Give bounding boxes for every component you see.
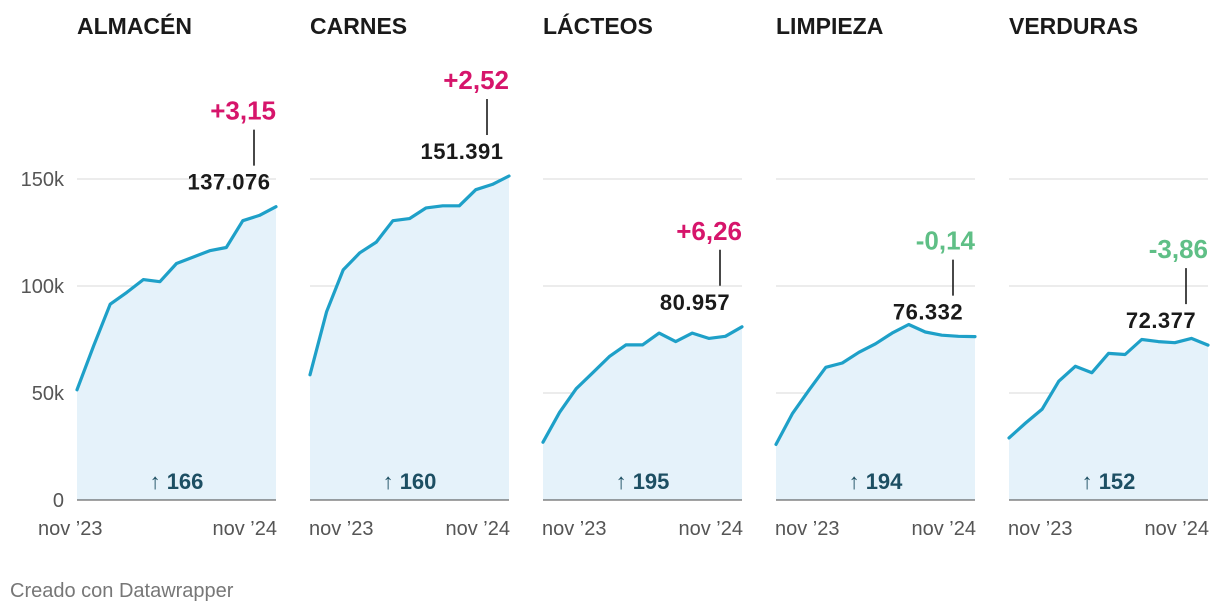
- y-tick-label: 100k: [21, 276, 65, 298]
- panel-title: VERDURAS: [1009, 13, 1138, 39]
- x-tick-label: nov ’23: [1008, 518, 1073, 540]
- increase-label: ↑ 194: [849, 469, 904, 494]
- last-value-label: 76.332: [893, 300, 963, 325]
- y-tick-label: 0: [53, 490, 64, 512]
- x-tick-label: nov ’24: [912, 518, 977, 540]
- x-tick-label: nov ’23: [309, 518, 374, 540]
- x-tick-label: nov ’23: [775, 518, 840, 540]
- y-tick-label: 50k: [32, 383, 65, 405]
- increase-label: ↑ 160: [383, 469, 437, 494]
- series-area: [77, 206, 276, 500]
- last-value-label: 72.377: [1126, 308, 1196, 333]
- panel-title: LÁCTEOS: [543, 12, 653, 39]
- series-line: [1007, 336, 1210, 440]
- panel-title: CARNES: [310, 13, 407, 39]
- last-value-label: 151.391: [420, 139, 503, 164]
- change-label: -3,86: [1149, 234, 1208, 264]
- change-label: -0,14: [916, 226, 976, 256]
- x-tick-label: nov ’24: [1145, 518, 1210, 540]
- series-area: [310, 176, 509, 500]
- series-line: [308, 174, 511, 377]
- series-area: [1009, 338, 1208, 500]
- series-area: [543, 326, 742, 500]
- panel-title: ALMACÉN: [77, 12, 192, 39]
- change-label: +2,52: [443, 65, 509, 95]
- series-line: [774, 322, 977, 446]
- x-tick-label: nov ’23: [38, 518, 103, 540]
- x-tick-label: nov ’24: [446, 518, 511, 540]
- x-tick-label: nov ’23: [542, 518, 607, 540]
- x-tick-label: nov ’24: [213, 518, 278, 540]
- increase-label: ↑ 195: [616, 469, 670, 494]
- increase-label: ↑ 166: [150, 469, 204, 494]
- panel-title: LIMPIEZA: [776, 13, 883, 39]
- credit-text: Creado con Datawrapper: [10, 580, 234, 602]
- last-value-label: 80.957: [660, 290, 730, 315]
- change-label: +3,15: [210, 96, 276, 126]
- series-line: [75, 205, 278, 392]
- series-line: [541, 325, 744, 444]
- increase-label: ↑ 152: [1082, 469, 1136, 494]
- x-tick-label: nov ’24: [679, 518, 744, 540]
- change-label: +6,26: [676, 216, 742, 246]
- y-tick-label: 150k: [21, 169, 65, 191]
- last-value-label: 137.076: [187, 170, 270, 195]
